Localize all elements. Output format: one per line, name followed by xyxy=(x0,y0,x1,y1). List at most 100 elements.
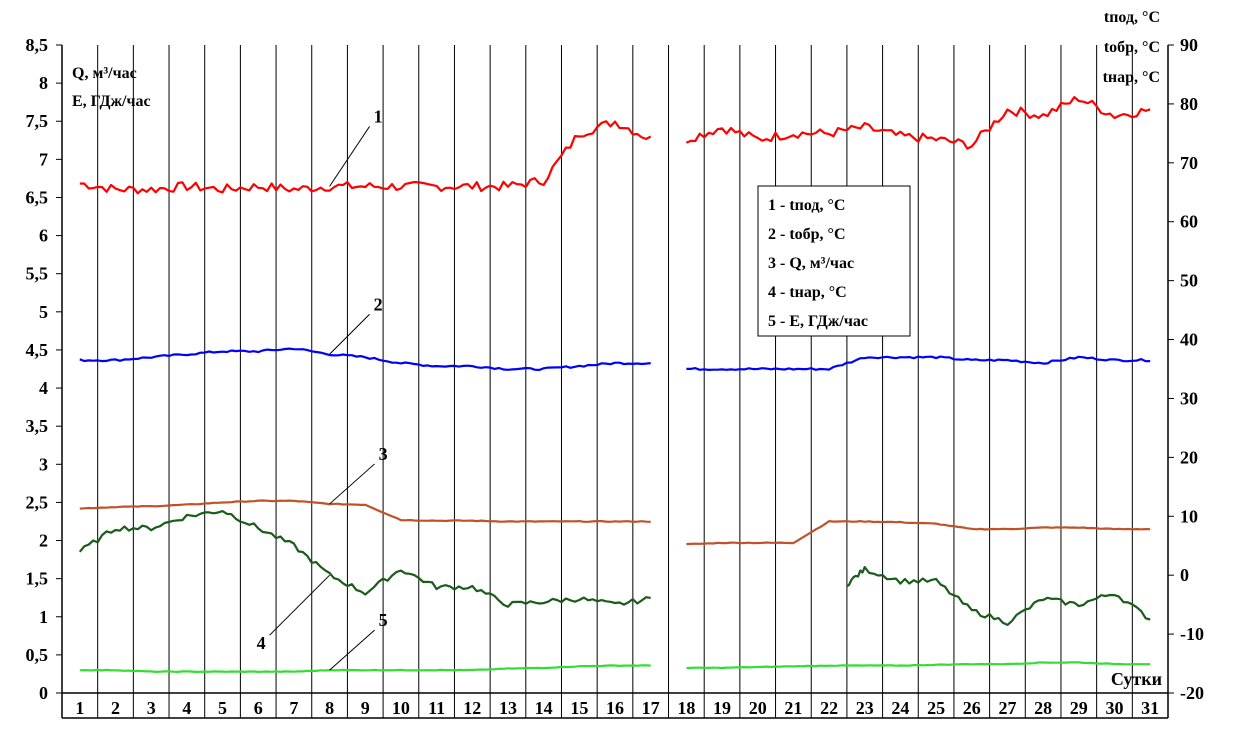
legend-entry: 4 - tнар, °C xyxy=(768,284,847,301)
right-tick-label: 90 xyxy=(1180,35,1198,55)
left-tick-label: 8 xyxy=(39,73,48,93)
series-line-1 xyxy=(685,96,1151,150)
x-tick-label: 30 xyxy=(1105,698,1123,718)
series-line-4 xyxy=(846,566,1151,626)
x-tick-label: 25 xyxy=(927,698,945,718)
right-tick-label: 10 xyxy=(1180,506,1198,526)
series-line-5 xyxy=(686,661,1151,670)
left-tick-label: 0,5 xyxy=(26,645,49,665)
left-tick-label: 1 xyxy=(39,607,48,627)
x-tick-label: 19 xyxy=(713,698,731,718)
left-tick-label: 1,5 xyxy=(26,569,49,589)
x-tick-label: 4 xyxy=(182,698,191,718)
left-axis-label: E, ГДж/час xyxy=(72,93,151,110)
x-tick-label: 9 xyxy=(361,698,370,718)
series-line-3 xyxy=(686,520,1151,546)
x-tick-label: 12 xyxy=(463,698,481,718)
callout-leader xyxy=(329,126,370,187)
x-tick-label: 20 xyxy=(749,698,767,718)
right-axis-label: tнар, °C xyxy=(1103,69,1160,86)
legend: 1 - tпод, °C 2 - tобр, °C 3 - Q, м³/час 4 -… xyxy=(757,185,911,337)
axis-labels: Сутки Q, м³/час E, ГДж/час tпод, °C tобр, °C… xyxy=(72,9,1162,689)
callout-leader xyxy=(329,629,375,671)
x-tick-label: 29 xyxy=(1070,698,1088,718)
right-axis-label: tпод, °C xyxy=(1104,9,1160,26)
right-tick-label: 30 xyxy=(1180,388,1198,408)
x-tick-label: 21 xyxy=(784,698,802,718)
callout-label: 2 xyxy=(374,294,383,314)
right-tick-label: 80 xyxy=(1180,94,1198,114)
x-tick-label: 24 xyxy=(891,698,909,718)
callout-leader xyxy=(329,313,370,355)
x-tick-label: 27 xyxy=(998,698,1016,718)
left-tick-label: 0 xyxy=(39,683,48,703)
x-tick-label: 13 xyxy=(499,698,517,718)
left-tick-label: 5 xyxy=(39,302,48,322)
day-divider-lines xyxy=(61,45,1169,719)
callout-label: 1 xyxy=(374,106,383,126)
right-tick-label: 50 xyxy=(1180,271,1198,291)
right-axis-label: tобр, °C xyxy=(1104,39,1160,56)
callout-label: 5 xyxy=(379,610,388,630)
x-tick-label: 14 xyxy=(535,698,553,718)
series-line-1 xyxy=(79,120,652,195)
left-tick-label: 5,5 xyxy=(26,264,49,284)
left-tick-label: 7 xyxy=(39,149,48,169)
x-tick-label: 3 xyxy=(147,698,156,718)
x-axis-title: Сутки xyxy=(1111,669,1162,689)
right-tick-label: -10 xyxy=(1180,624,1204,644)
left-axis-ticks: 0 0,5 1 1,5 2 2,5 3 3,5 4 4,5 5 5,5 6 6,5 7 7,5 8 8,5 xyxy=(26,35,62,703)
right-tick-label: 40 xyxy=(1180,330,1198,350)
callout-leader xyxy=(329,463,375,505)
x-tick-label: 22 xyxy=(820,698,838,718)
series-line-2 xyxy=(79,347,651,372)
x-tick-label: 31 xyxy=(1141,698,1159,718)
right-tick-label: 20 xyxy=(1180,447,1198,467)
x-tick-label: 11 xyxy=(428,698,445,718)
x-axis-ticks: 1 2 3 4 5 6 7 8 9 10 11 12 13 14 15 16 17 18 19 20 21 22 23 24 2… xyxy=(75,698,1159,718)
left-tick-label: 3 xyxy=(39,454,48,474)
x-tick-label: 5 xyxy=(218,698,227,718)
x-tick-label: 28 xyxy=(1034,698,1052,718)
x-tick-label: 2 xyxy=(111,698,120,718)
left-tick-label: 6,5 xyxy=(26,187,49,207)
right-axis-ticks: -20 -10 0 10 20 30 40 50 60 70 80 90 xyxy=(1168,35,1204,703)
left-tick-label: 2,5 xyxy=(26,492,49,512)
callout-leader xyxy=(269,574,330,636)
right-tick-label: 0 xyxy=(1180,565,1189,585)
left-tick-label: 4 xyxy=(39,378,48,398)
left-tick-label: 8,5 xyxy=(26,35,49,55)
legend-box xyxy=(757,185,911,337)
legend-entry: 3 - Q, м³/час xyxy=(768,255,854,272)
legend-entry: 5 - E, ГДж/час xyxy=(768,313,868,330)
x-tick-label: 7 xyxy=(289,698,298,718)
callout-label: 4 xyxy=(257,633,266,653)
x-tick-label: 26 xyxy=(963,698,981,718)
legend-entry: 1 - tпод, °C xyxy=(768,197,845,214)
x-tick-label: 16 xyxy=(606,698,624,718)
series-line-5 xyxy=(79,664,651,673)
left-axis-label: Q, м³/час xyxy=(72,65,137,82)
left-tick-label: 6 xyxy=(39,226,48,246)
x-tick-label: 17 xyxy=(642,698,660,718)
series-line-2 xyxy=(686,355,1151,371)
left-tick-label: 7,5 xyxy=(26,111,49,131)
series-line-3 xyxy=(79,499,651,523)
left-tick-label: 4,5 xyxy=(26,340,49,360)
right-tick-label: 70 xyxy=(1180,153,1198,173)
series-callouts: 1 2 3 4 5 xyxy=(257,106,388,671)
series-lines xyxy=(78,96,1151,673)
right-tick-label: -20 xyxy=(1180,683,1204,703)
x-tick-label: 10 xyxy=(392,698,410,718)
x-tick-label: 6 xyxy=(254,698,263,718)
series-line-4 xyxy=(78,510,651,608)
x-tick-label: 23 xyxy=(856,698,874,718)
left-tick-label: 2 xyxy=(39,531,48,551)
legend-entry: 2 - tобр, °C xyxy=(768,226,846,243)
x-tick-label: 18 xyxy=(677,698,695,718)
x-tick-label: 1 xyxy=(75,698,84,718)
left-tick-label: 3,5 xyxy=(26,416,49,436)
x-tick-label: 15 xyxy=(570,698,588,718)
right-tick-label: 60 xyxy=(1180,212,1198,232)
